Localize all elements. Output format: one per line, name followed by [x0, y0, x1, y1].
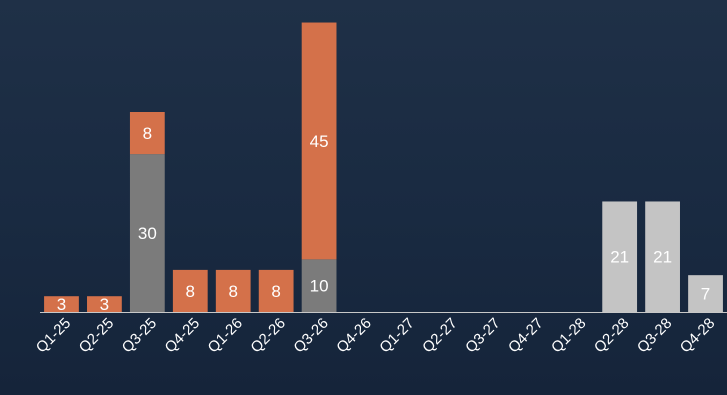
data-label-Q3-26-s1: 45 [310, 132, 329, 151]
bar-segment-Q3-25-s0 [129, 154, 165, 312]
data-label-Q2-25-s1: 3 [100, 295, 109, 314]
x-tick-label-Q3-25: Q3-25 [119, 315, 161, 357]
bar-segment-Q3-25-s1 [129, 112, 165, 155]
data-label-Q4-25-s1: 8 [186, 282, 195, 301]
bar-segment-Q1-26-s1 [215, 269, 251, 312]
x-tick-label-Q2-28: Q2-28 [591, 315, 633, 357]
bar-segment-Q2-26-s1 [258, 269, 294, 312]
data-label-Q2-28-s2: 21 [610, 248, 629, 267]
x-tick-label-Q1-27: Q1-27 [376, 315, 418, 357]
data-label-Q4-28-s2: 7 [701, 285, 710, 304]
data-label-Q3-25-s0: 30 [138, 224, 157, 243]
x-tick-label-Q4-25: Q4-25 [162, 315, 204, 357]
x-tick-label-Q2-25: Q2-25 [76, 315, 118, 357]
bar-segment-Q2-28-s2 [602, 201, 638, 312]
bar-segment-Q3-26-s0 [301, 259, 337, 312]
data-label-Q2-26-s1: 8 [271, 282, 280, 301]
x-tick-labels: Q1-25 Q2-25 Q3-25 Q4-25 Q1-26 Q2-26 Q3-26 Q4-26… [33, 315, 719, 357]
x-tick-label-Q4-27: Q4-27 [505, 315, 547, 357]
data-label-Q1-25-s1: 3 [57, 295, 66, 314]
x-tick-label-Q3-26: Q3-26 [290, 315, 332, 357]
bar-segment-Q2-25-s1 [87, 296, 122, 312]
x-tick-label-Q2-27: Q2-27 [419, 315, 461, 357]
bar-segment-Q3-28-s2 [645, 201, 680, 312]
data-label-Q3-25-s1: 8 [143, 124, 152, 143]
x-tick-label-Q1-26: Q1-26 [205, 315, 247, 357]
data-label-Q3-28-s2: 21 [653, 248, 672, 267]
x-tick-label-Q1-28: Q1-28 [548, 315, 590, 357]
data-label-Q3-26-s0: 10 [310, 277, 329, 296]
bar-segment-Q3-26-s1 [301, 22, 337, 260]
bar-segment-Q1-25-s1 [44, 296, 79, 312]
x-tick-label-Q2-26: Q2-26 [247, 315, 289, 357]
x-tick-label-Q4-26: Q4-26 [333, 315, 375, 357]
data-label-Q1-26-s1: 8 [228, 282, 237, 301]
x-tick-label-Q1-25: Q1-25 [33, 315, 75, 357]
bar-segment-Q4-28-s2 [688, 275, 723, 312]
x-tick-label-Q3-27: Q3-27 [462, 315, 504, 357]
x-tick-label-Q3-28: Q3-28 [634, 315, 676, 357]
bars-layer: 30 10 3 3 8 8 8 8 45 21 21 7 [44, 22, 723, 314]
bar-segment-Q4-25-s1 [172, 269, 208, 312]
x-tick-label-Q4-28: Q4-28 [677, 315, 719, 357]
